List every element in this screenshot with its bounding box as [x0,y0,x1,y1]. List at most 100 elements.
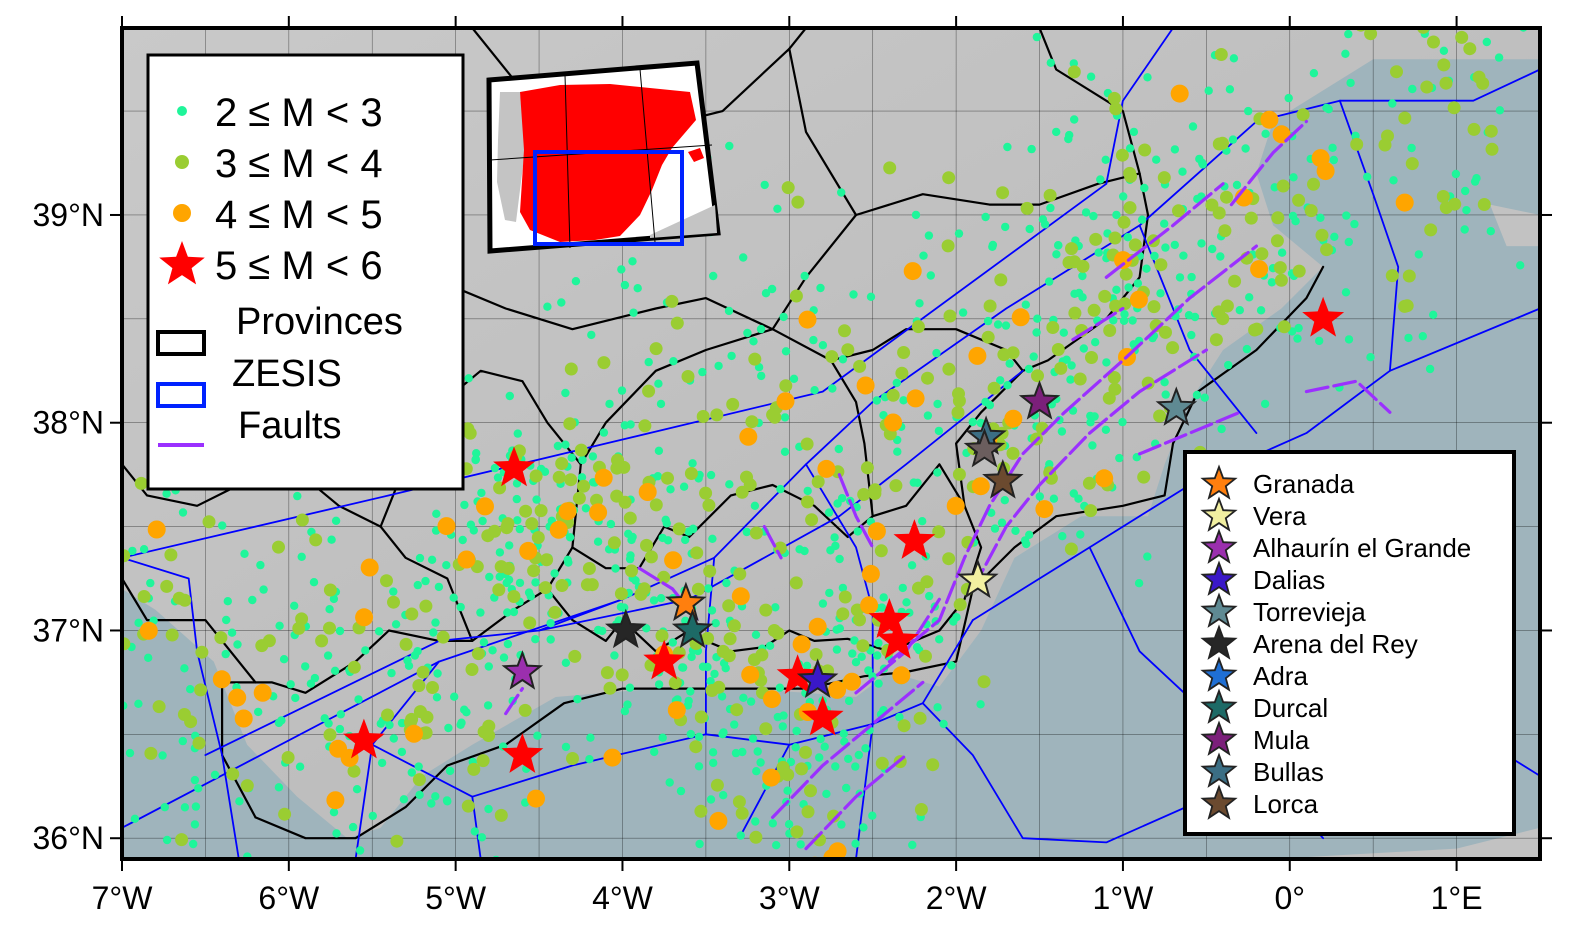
quake-dot [1460,225,1469,234]
legend-label-m3: 3 ≤ M < 4 [215,142,383,186]
quake-dot [867,522,886,541]
quake-dot [1081,208,1091,217]
quake-dot [1057,427,1067,436]
quake-dot [620,280,630,290]
quake-dot [1124,283,1133,292]
quake-dot [1208,244,1217,254]
quake-dot [1152,155,1161,164]
quake-dot [1276,179,1290,193]
quake-dot [1495,106,1505,115]
quake-dot [614,587,628,601]
quake-dot [1404,333,1413,343]
province-boundary [771,172,1141,331]
quake-dot [1188,122,1198,131]
quake-dot [557,298,566,307]
quake-dot [681,370,695,383]
quake-dot [431,792,440,801]
quake-dot [834,444,843,454]
quake-dot [818,599,828,608]
quake-dot [295,762,305,771]
quake-dot [277,716,286,725]
quake-dot [913,711,927,725]
quake-dot [212,670,231,689]
quake-dot [223,597,232,606]
quake-dot [566,752,579,765]
quake-dot [1043,188,1057,202]
quake-dot [1486,227,1496,236]
quake-dot [331,516,341,525]
quake-dot [791,195,805,209]
quake-dot [275,621,284,630]
quake-dot [751,817,760,826]
quake-dot [461,799,475,813]
quake-dot [1467,122,1481,136]
quake-dot [478,516,487,526]
quake-dot [573,695,582,704]
quake-dot [873,651,882,660]
quake-dot [668,676,682,690]
quake-dot [796,840,805,849]
quake-dot [416,665,430,679]
inset-grid-line [564,74,571,249]
quake-dot [1109,316,1118,325]
quake-dot [719,791,728,800]
quake-dot [1260,110,1279,129]
quake-dot [531,635,540,644]
sequence-star-icon [796,658,839,699]
quake-dot [926,271,935,280]
quake-dot [397,747,407,757]
quake-dot [805,513,819,527]
quake-dot [523,616,537,630]
quake-dot [1516,261,1525,270]
quake-dot [1228,135,1238,144]
sequence-legend-star-icon [1200,624,1238,660]
sequence-legend-star-icon [1200,496,1238,532]
quake-dot [804,784,817,798]
quake-dot [483,701,493,710]
quake-dot [444,723,453,733]
quake-dot [368,811,377,821]
quake-dot [134,699,143,708]
quake-dot [564,473,578,487]
quake-dot [606,519,616,529]
quake-dot [324,719,333,728]
quake-dot [751,630,761,639]
quake-dot [587,330,596,340]
quake-dot [1064,542,1078,556]
quake-dot [493,473,503,482]
quake-dot [476,608,485,617]
quake-dot [897,346,911,359]
quake-dot [465,663,479,676]
quake-dot [1123,201,1137,215]
quake-dot [1052,127,1061,137]
sequence-star-icon [665,581,707,622]
quake-dot [479,638,489,647]
quake-dot [909,478,918,487]
quake-dot [775,683,785,692]
quake-dot [650,747,659,757]
quake-dot [879,411,888,420]
quake-dot [730,720,739,729]
quake-dot [786,757,796,767]
quake-dot [1052,250,1061,259]
quake-dot [623,700,632,709]
quake-dot [540,467,550,476]
quake-dot [717,692,727,701]
quake-dot [1140,183,1149,193]
quake-dot [868,811,877,820]
quake-dot [832,645,842,654]
quake-dot [599,428,609,437]
quake-dot [784,820,794,829]
quake-dot [889,479,903,493]
quake-dot [610,651,619,660]
quake-dot [255,639,269,653]
quake-dot [178,736,187,746]
quake-dot [838,324,851,338]
quake-dot [1079,344,1089,353]
quake-dot [512,479,522,488]
quake-dot [942,552,956,566]
quake-dot [1114,251,1132,270]
quake-dot [739,253,748,262]
quake-dot [835,554,844,564]
quake-dot [1235,306,1245,315]
